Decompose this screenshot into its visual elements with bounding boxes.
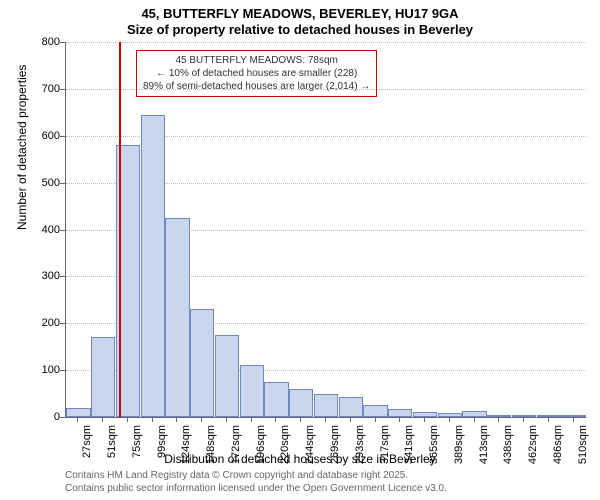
y-tick-mark: [60, 183, 65, 184]
x-tick-mark: [350, 417, 351, 422]
annotation-line-1: 45 BUTTERFLY MEADOWS: 78sqm: [143, 54, 370, 67]
x-tick-label: 27sqm: [81, 425, 93, 469]
x-tick-mark: [77, 417, 78, 422]
y-tick-label: 700: [15, 83, 60, 95]
y-tick-label: 500: [15, 177, 60, 189]
y-tick-label: 200: [15, 317, 60, 329]
y-tick-mark: [60, 276, 65, 277]
y-tick-label: 0: [15, 411, 60, 423]
x-tick-mark: [424, 417, 425, 422]
x-tick-mark: [498, 417, 499, 422]
x-tick-mark: [275, 417, 276, 422]
plot-area: 45 BUTTERFLY MEADOWS: 78sqm ← 10% of det…: [65, 42, 586, 418]
y-tick-mark: [60, 230, 65, 231]
x-tick-mark: [399, 417, 400, 422]
y-tick-label: 100: [15, 364, 60, 376]
x-tick-label: 51sqm: [106, 425, 118, 469]
x-tick-label: 148sqm: [205, 425, 217, 469]
chart-title-sub: Size of property relative to detached ho…: [0, 22, 600, 37]
y-tick-mark: [60, 370, 65, 371]
x-tick-mark: [226, 417, 227, 422]
y-tick-mark: [60, 417, 65, 418]
y-tick-mark: [60, 42, 65, 43]
bar: [561, 415, 585, 417]
x-tick-mark: [201, 417, 202, 422]
x-tick-label: 244sqm: [304, 425, 316, 469]
x-tick-mark: [375, 417, 376, 422]
bar: [314, 394, 338, 417]
x-tick-label: 269sqm: [329, 425, 341, 469]
bar: [339, 397, 363, 417]
chart-container: 45, BUTTERFLY MEADOWS, BEVERLEY, HU17 9G…: [0, 0, 600, 500]
bar: [462, 411, 486, 417]
x-tick-mark: [548, 417, 549, 422]
gridline: [66, 42, 586, 43]
bar: [141, 115, 165, 417]
x-tick-label: 462sqm: [527, 425, 539, 469]
y-tick-label: 400: [15, 224, 60, 236]
x-tick-mark: [573, 417, 574, 422]
y-tick-label: 800: [15, 36, 60, 48]
x-tick-label: 124sqm: [180, 425, 192, 469]
bar: [240, 365, 264, 417]
x-tick-label: 172sqm: [230, 425, 242, 469]
x-tick-mark: [152, 417, 153, 422]
bar: [438, 413, 462, 417]
x-tick-label: 317sqm: [379, 425, 391, 469]
annotation-line-3: 89% of semi-detached houses are larger (…: [143, 80, 370, 93]
x-tick-mark: [102, 417, 103, 422]
x-tick-label: 196sqm: [255, 425, 267, 469]
bar: [363, 405, 387, 417]
x-tick-mark: [176, 417, 177, 422]
x-tick-mark: [251, 417, 252, 422]
x-tick-mark: [325, 417, 326, 422]
bar: [190, 309, 214, 417]
x-tick-label: 293sqm: [354, 425, 366, 469]
bar: [264, 382, 288, 417]
x-tick-label: 341sqm: [403, 425, 415, 469]
bar: [66, 408, 90, 417]
y-tick-label: 300: [15, 270, 60, 282]
x-tick-mark: [474, 417, 475, 422]
marker-line: [119, 42, 121, 417]
y-tick-label: 600: [15, 130, 60, 142]
footer-line-1: Contains HM Land Registry data © Crown c…: [65, 470, 408, 481]
chart-title-main: 45, BUTTERFLY MEADOWS, BEVERLEY, HU17 9G…: [0, 6, 600, 21]
x-tick-mark: [449, 417, 450, 422]
y-tick-mark: [60, 136, 65, 137]
y-tick-mark: [60, 89, 65, 90]
bar: [537, 415, 561, 417]
bar: [165, 218, 189, 417]
x-tick-mark: [523, 417, 524, 422]
y-tick-mark: [60, 323, 65, 324]
x-tick-label: 220sqm: [279, 425, 291, 469]
x-tick-label: 438sqm: [502, 425, 514, 469]
bar: [289, 389, 313, 417]
x-tick-label: 365sqm: [428, 425, 440, 469]
x-tick-label: 389sqm: [453, 425, 465, 469]
x-tick-label: 413sqm: [478, 425, 490, 469]
x-tick-label: 75sqm: [131, 425, 143, 469]
x-tick-label: 99sqm: [156, 425, 168, 469]
x-tick-label: 510sqm: [577, 425, 589, 469]
x-tick-mark: [127, 417, 128, 422]
x-tick-mark: [300, 417, 301, 422]
annotation-box: 45 BUTTERFLY MEADOWS: 78sqm ← 10% of det…: [136, 50, 377, 97]
bar: [388, 409, 412, 417]
x-tick-label: 486sqm: [552, 425, 564, 469]
annotation-line-2: ← 10% of detached houses are smaller (22…: [143, 67, 370, 80]
bar: [91, 337, 115, 417]
footer-line-2: Contains public sector information licen…: [65, 483, 447, 494]
bar: [215, 335, 239, 417]
